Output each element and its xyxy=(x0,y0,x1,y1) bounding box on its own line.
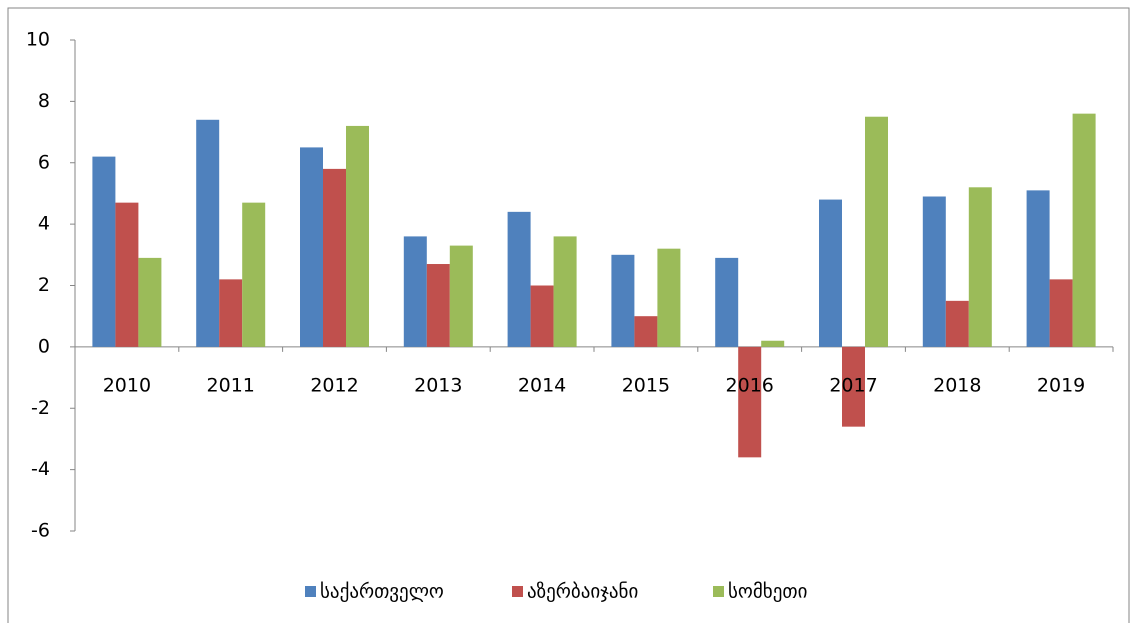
bar xyxy=(1049,279,1073,347)
bar xyxy=(865,116,888,347)
x-tick-label: 2010 xyxy=(103,375,151,397)
x-tick-label: 2019 xyxy=(1037,375,1085,397)
bar xyxy=(611,254,635,347)
y-tick-label: 8 xyxy=(38,90,50,112)
x-tick-label: 2014 xyxy=(518,375,566,397)
x-tick-label: 2011 xyxy=(207,375,255,397)
chart-border xyxy=(7,7,1130,623)
bar xyxy=(196,119,220,347)
bar xyxy=(92,156,116,347)
bar xyxy=(715,257,739,347)
bar xyxy=(945,300,969,347)
x-tick-label: 2015 xyxy=(622,375,670,397)
legend-swatch xyxy=(713,586,724,597)
legend-swatch xyxy=(305,586,316,597)
bar xyxy=(300,147,323,347)
bar xyxy=(1072,113,1096,347)
x-tick-label: 2017 xyxy=(829,375,877,397)
bar xyxy=(242,202,266,347)
bar xyxy=(553,236,577,347)
y-tick-label: -6 xyxy=(31,520,50,542)
bar xyxy=(449,245,473,347)
legend-swatch xyxy=(512,586,523,597)
bar xyxy=(507,211,531,347)
bar xyxy=(403,236,427,347)
y-tick-label: 10 xyxy=(26,29,50,51)
bar xyxy=(426,264,450,347)
bar xyxy=(922,196,946,347)
legend-label: აზერბაიჯანი xyxy=(527,581,638,603)
bar xyxy=(115,202,139,347)
bar xyxy=(738,346,762,458)
bar xyxy=(842,346,865,427)
legend-label: სომხეთი xyxy=(728,581,807,603)
x-tick-label: 2013 xyxy=(414,375,462,397)
x-tick-label: 2018 xyxy=(933,375,981,397)
bar xyxy=(657,248,681,347)
bar xyxy=(1026,190,1050,347)
y-tick-label: 2 xyxy=(38,274,50,296)
bar xyxy=(968,187,992,347)
y-tick-label: 6 xyxy=(38,151,50,173)
bar xyxy=(819,199,842,347)
bar xyxy=(346,125,369,347)
bar xyxy=(761,340,785,347)
bar xyxy=(138,257,162,347)
x-tick-label: 2016 xyxy=(726,375,774,397)
bar xyxy=(634,316,658,347)
y-tick-label: 4 xyxy=(38,213,50,235)
x-tick-label: 2012 xyxy=(310,375,358,397)
y-tick-label: -4 xyxy=(31,458,50,480)
y-tick-label: 0 xyxy=(38,335,50,357)
y-tick-label: -2 xyxy=(31,397,50,419)
bar xyxy=(530,285,554,347)
bar xyxy=(323,168,346,347)
bar xyxy=(219,279,243,347)
legend-label: საქართველო xyxy=(320,581,444,603)
